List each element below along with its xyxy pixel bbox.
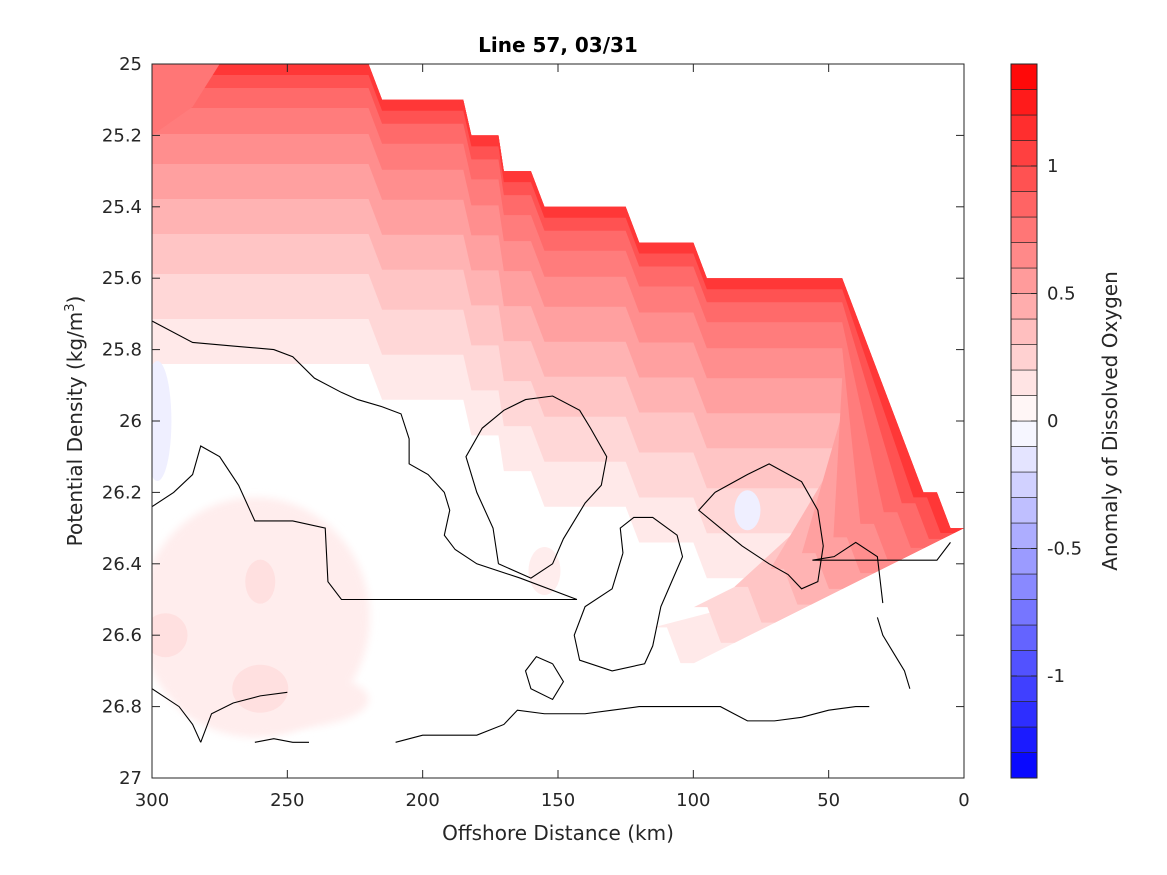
zero-contour [876, 617, 911, 689]
colorbar-level [1010, 726, 1038, 753]
colorbar-level [1010, 497, 1038, 524]
anomaly-fill [152, 64, 964, 738]
colorbar-level [1010, 675, 1038, 702]
colorbar-level [1010, 89, 1038, 116]
colorbar-level [1010, 114, 1038, 141]
x-tick-label: 50 [817, 790, 840, 811]
zero-contour [465, 395, 608, 579]
x-tick-label: 150 [541, 790, 575, 811]
anomaly-patch [528, 546, 561, 595]
y-axis: 25 25.2 25.4 25.6 25.8 26 26.2 26.4 26.6 26.8 27 [102, 54, 964, 789]
anomaly-patch [245, 559, 276, 604]
colorbar-level [1010, 369, 1038, 396]
zero-contour [152, 688, 202, 743]
anomaly-patch [232, 664, 289, 713]
y-axis-label-sup: 3 [63, 303, 78, 311]
x-axis: 300 250 200 150 100 50 0 [135, 64, 970, 811]
colorbar-level [1010, 599, 1038, 626]
colorbar-tick-label: -0.5 [1047, 539, 1082, 560]
x-tick-label: 300 [135, 790, 169, 811]
colorbar-level [1010, 344, 1038, 371]
y-tick-label: 25.4 [102, 197, 142, 218]
y-tick-label: 27 [119, 768, 142, 789]
zero-contour [254, 738, 309, 743]
zero-contour [812, 541, 951, 604]
x-axis-label: Offshore Distance (km) [442, 821, 674, 845]
y-tick-label: 26.6 [102, 625, 142, 646]
y-tick-label: 26.2 [102, 482, 142, 503]
y-tick-label: 26.4 [102, 554, 142, 575]
negative-patch [152, 361, 172, 481]
anomaly-band [152, 64, 964, 589]
y-tick-label: 25.2 [102, 125, 142, 146]
zero-contour [573, 516, 684, 672]
colorbar-level [1010, 701, 1038, 728]
colorbar-level [1010, 573, 1038, 600]
y-axis-label-close: ) [63, 296, 87, 304]
colorbar-level [1010, 548, 1038, 575]
y-tick-label: 25.8 [102, 340, 142, 361]
colorbar-label: Anomaly of Dissolved Oxygen [1098, 271, 1122, 571]
colorbar-level [1010, 242, 1038, 269]
zero-contour-lines [152, 320, 951, 743]
colorbar-level [1010, 191, 1038, 218]
zero-contour [152, 320, 578, 601]
colorbar-level [1010, 216, 1038, 243]
colorbar-tick-label: 0 [1047, 411, 1058, 432]
y-axis-label: Potential Density (kg/m3) [63, 296, 87, 547]
colorbar: -1 -0.5 0 0.5 1 [1010, 63, 1082, 779]
colorbar-tick-label: -1 [1047, 666, 1065, 687]
x-tick-label: 0 [958, 790, 969, 811]
y-axis-label-main: Potential Density (kg/m [63, 312, 87, 547]
anomaly-band [152, 64, 964, 539]
anomaly-patch [152, 613, 188, 658]
colorbar-tick-label: 1 [1047, 156, 1058, 177]
colorbar-tick-label: 0.5 [1047, 284, 1076, 305]
x-tick-label: 200 [405, 790, 439, 811]
negative-patch [734, 490, 761, 531]
colorbar-level [1010, 267, 1038, 294]
x-tick-label: 250 [270, 790, 304, 811]
colorbar-level [1010, 522, 1038, 549]
colorbar-level [1010, 650, 1038, 677]
colorbar-level [1010, 293, 1038, 320]
y-tick-label: 25 [119, 54, 142, 75]
chart-title: Line 57, 03/31 [478, 33, 638, 57]
colorbar-level [1010, 395, 1038, 422]
colorbar-level [1010, 752, 1038, 779]
colorbar-level [1010, 165, 1038, 192]
y-tick-label: 25.6 [102, 268, 142, 289]
y-tick-label: 26 [119, 411, 142, 432]
zero-contour [697, 463, 824, 590]
zero-contour [395, 706, 870, 743]
colorbar-level [1010, 420, 1038, 447]
y-tick-label: 26.8 [102, 697, 142, 718]
colorbar-level [1010, 63, 1038, 90]
colorbar-level [1010, 624, 1038, 651]
x-tick-label: 100 [676, 790, 710, 811]
zero-contour [524, 655, 565, 701]
colorbar-level [1010, 318, 1038, 345]
zero-contour [200, 691, 288, 743]
anomaly-band [152, 64, 964, 548]
anomaly-band [152, 64, 220, 136]
colorbar-level [1010, 446, 1038, 473]
colorbar-level [1010, 140, 1038, 167]
colorbar-level [1010, 471, 1038, 498]
